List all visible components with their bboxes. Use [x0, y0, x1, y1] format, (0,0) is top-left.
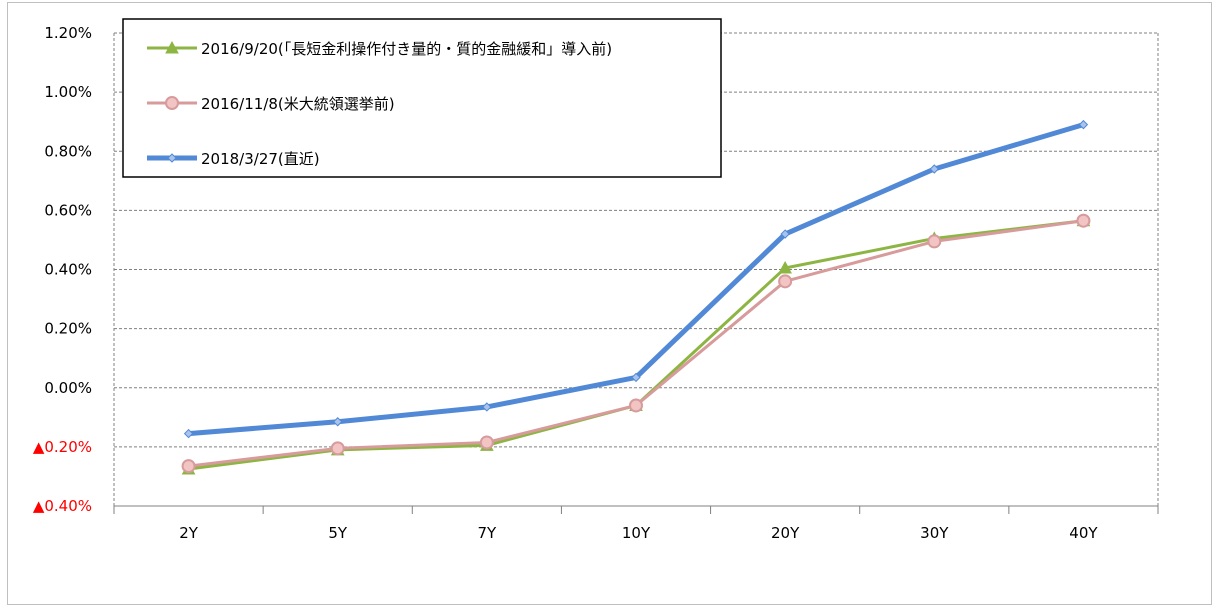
y-tick-label: 0.40% [44, 261, 92, 279]
data-point [330, 441, 345, 456]
series-line [188, 219, 1084, 471]
y-tick-label: 0.20% [44, 320, 92, 338]
y-tick-label: ▲0.20% [33, 438, 92, 456]
legend-marker [165, 96, 179, 110]
y-tick-labels: 1.20% 1.00% 0.80% 0.60% 0.40% 0.20% 0.00% ▲0.20… [33, 24, 92, 515]
data-point [479, 435, 494, 450]
data-point [778, 260, 792, 274]
data-point [929, 164, 939, 174]
data-point [778, 274, 793, 289]
line-chart: 1.20% 1.00% 0.80% 0.60% 0.40% 0.20% 0.00% ▲0.20… [33, 18, 1159, 542]
legend-label: 2016/9/20(「長短金利操作付き量的・質的金融緩和」導入前) [201, 40, 612, 58]
y-tick-label: ▲0.40% [33, 497, 92, 515]
x-tick-label: 10Y [622, 524, 651, 542]
y-tick-label: 0.60% [44, 201, 92, 219]
x-tick-label: 2Y [179, 524, 199, 542]
legend: 2016/9/20(「長短金利操作付き量的・質的金融緩和」導入前) 2016/11… [122, 18, 722, 178]
data-point [780, 229, 790, 239]
data-point [333, 417, 343, 427]
data-point [181, 459, 196, 474]
y-tick-label: 1.00% [44, 83, 92, 101]
legend-label: 2016/11/8(米大統領選挙前) [201, 95, 395, 113]
data-point [1076, 213, 1091, 228]
data-point [1078, 119, 1089, 130]
data-point [629, 398, 643, 413]
series-2 [181, 213, 1091, 474]
chart-frame: 1.20% 1.00% 0.80% 0.60% 0.40% 0.20% 0.00% ▲0.20… [7, 2, 1212, 605]
legend-box [122, 18, 722, 178]
data-point [927, 234, 942, 249]
x-tick-label: 40Y [1069, 524, 1098, 542]
y-tick-label: 1.20% [44, 24, 92, 42]
legend-label: 2018/3/27(直近) [201, 150, 320, 168]
data-point [482, 402, 492, 412]
x-tick-label: 7Y [477, 524, 497, 542]
x-tick-label: 20Y [771, 524, 800, 542]
series-line [188, 219, 1084, 468]
y-tick-label: 0.80% [44, 142, 92, 160]
x-tick-labels: 2Y 5Y 7Y 10Y 20Y 30Y 40Y [179, 524, 1098, 542]
series-lines [181, 119, 1091, 475]
data-point [631, 372, 641, 383]
legend-marker [167, 153, 177, 163]
data-point [183, 428, 194, 439]
legend-marker [165, 40, 179, 54]
x-tick-label: 5Y [328, 524, 348, 542]
series-3 [183, 119, 1089, 439]
x-tick-label: 30Y [920, 524, 949, 542]
y-tick-label: 0.00% [44, 379, 92, 397]
axes [113, 33, 1159, 514]
series-1 [181, 213, 1091, 475]
